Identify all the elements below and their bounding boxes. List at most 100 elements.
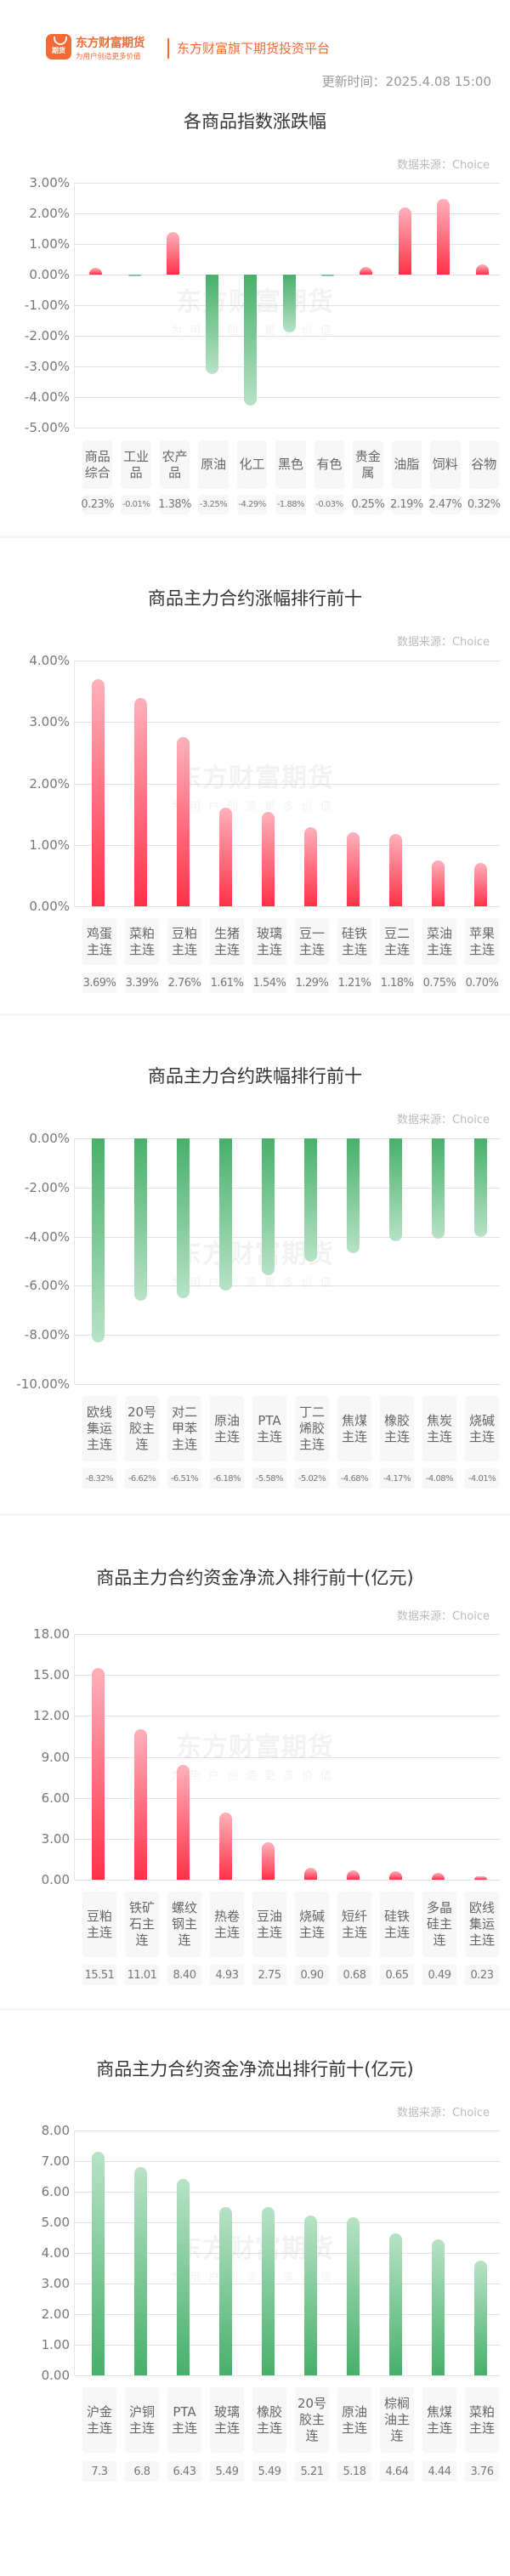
bar[interactable] (303, 2216, 317, 2375)
value-label: 1.21% (337, 973, 371, 993)
category-label: 豆粕主连 (167, 918, 201, 965)
platform-tagline: 东方财富旗下期货投资平台 (177, 41, 331, 56)
category-label: PTA主连 (252, 1396, 286, 1461)
y-axis-tick: -10.00% (16, 1376, 70, 1392)
bar[interactable] (244, 275, 258, 406)
y-axis-tick: 7.00 (41, 2153, 70, 2169)
bar[interactable] (167, 232, 180, 275)
bar[interactable] (133, 1138, 147, 1302)
category-label: 棕榈油主连 (380, 2387, 414, 2453)
bar[interactable] (346, 1138, 360, 1254)
gridline (75, 1756, 500, 1758)
bar[interactable] (261, 811, 275, 906)
category-label: 焦煤主连 (422, 2387, 456, 2453)
plot-area: 0.00% -2.00% -4.00% -6.00% -8.00% -10.00% 东方财富… (16, 1131, 500, 1392)
section-divider (0, 1513, 510, 1516)
bar[interactable] (431, 2239, 445, 2375)
bar[interactable] (133, 2167, 147, 2375)
y-axis-tick: 0.00% (29, 1131, 70, 1146)
bar[interactable] (218, 807, 232, 906)
section-divider (0, 1013, 510, 1016)
bar[interactable] (473, 1138, 487, 1237)
bar[interactable] (282, 275, 296, 332)
y-axis-tick: 2.00 (41, 2306, 70, 2322)
bar[interactable] (205, 275, 218, 374)
bar[interactable] (176, 736, 190, 906)
bar[interactable] (388, 1870, 402, 1880)
watermark-sub: 为用户创造更多价值 (171, 1770, 340, 1783)
bar[interactable] (346, 1870, 360, 1880)
chart-title: 商品主力合约资金净流出排行前十(亿元) (96, 2059, 414, 2080)
category-label: 烧碱主连 (295, 1892, 329, 1957)
bar[interactable] (475, 264, 489, 275)
bar[interactable] (176, 1765, 190, 1880)
bar[interactable] (431, 1873, 445, 1880)
bar[interactable] (360, 267, 373, 275)
category-label: PTA主连 (167, 2387, 201, 2453)
category-label: 苹果主连 (465, 918, 499, 965)
bar[interactable] (303, 1138, 317, 1262)
bar[interactable] (176, 2178, 190, 2375)
y-axis-tick: 12.00 (33, 1708, 70, 1724)
y-axis-tick: 4.00 (41, 2245, 70, 2261)
bar[interactable] (398, 207, 411, 275)
gridline (75, 722, 500, 723)
bar[interactable] (218, 1138, 232, 1291)
bar[interactable] (261, 1138, 275, 1276)
bar[interactable] (91, 679, 105, 906)
category-label: 原油主连 (210, 1396, 244, 1461)
gridline (75, 1880, 500, 1881)
bar[interactable] (431, 1138, 445, 1239)
bar[interactable] (128, 275, 141, 276)
bar[interactable] (133, 698, 147, 906)
value-label: 0.23 (465, 1965, 499, 1985)
plot-area: 18.00 15.00 12.00 9.00 6.00 3.00 0.00 东方财富期货 为用户… (33, 1626, 500, 1887)
bar[interactable] (388, 2233, 402, 2375)
value-label: 5.49 (210, 2461, 244, 2482)
bar[interactable] (303, 1867, 317, 1880)
watermark-sub: 为用户创造更多价值 (171, 1277, 340, 1290)
bar[interactable] (218, 2207, 232, 2375)
bar[interactable] (303, 826, 317, 906)
bar[interactable] (133, 1729, 147, 1880)
category-label: 豆二主连 (380, 918, 414, 965)
y-axis-tick: 0.00 (41, 1872, 70, 1887)
bar[interactable] (473, 2260, 487, 2375)
bar[interactable] (431, 860, 445, 906)
bar[interactable] (346, 831, 360, 906)
bar[interactable] (261, 2207, 275, 2375)
bar[interactable] (388, 1138, 402, 1241)
bar[interactable] (437, 199, 450, 275)
category-label: 欧线集运主连 (82, 1396, 116, 1461)
value-label: 1.61% (210, 973, 244, 993)
category-label: 菜油主连 (422, 918, 456, 965)
bar[interactable] (346, 2216, 360, 2375)
value-label: -4.29% (236, 495, 268, 514)
bar[interactable] (176, 1138, 190, 1299)
bar[interactable] (91, 1667, 105, 1880)
y-axis-tick: 3.00% (29, 175, 70, 190)
category-label: 油脂 (391, 440, 422, 489)
value-label: -6.62% (125, 1468, 159, 1489)
value-label: 8.40 (167, 1965, 201, 1985)
bar[interactable] (91, 1138, 105, 1343)
bar[interactable] (89, 267, 103, 275)
value-label: -6.51% (167, 1468, 201, 1489)
y-axis-tick: -4.00% (24, 1228, 70, 1245)
value-label: -8.32% (82, 1468, 116, 1489)
chart-title: 商品主力合约涨幅排行前十 (148, 588, 362, 609)
bar[interactable] (320, 275, 334, 276)
category-label: 螺纹钢主连 (167, 1892, 201, 1957)
bar[interactable] (473, 863, 487, 906)
bar[interactable] (261, 1841, 275, 1880)
bar[interactable] (473, 1876, 487, 1880)
bar[interactable] (91, 2152, 105, 2375)
category-label: 有色 (314, 440, 345, 489)
data-source-label: 数据来源：Choice (396, 1114, 490, 1126)
value-label: -4.17% (380, 1468, 414, 1489)
gridline (75, 844, 500, 846)
data-source-label: 数据来源：Choice (396, 2107, 490, 2119)
gridline (75, 2375, 500, 2376)
bar[interactable] (218, 1812, 232, 1880)
bar[interactable] (388, 833, 402, 906)
